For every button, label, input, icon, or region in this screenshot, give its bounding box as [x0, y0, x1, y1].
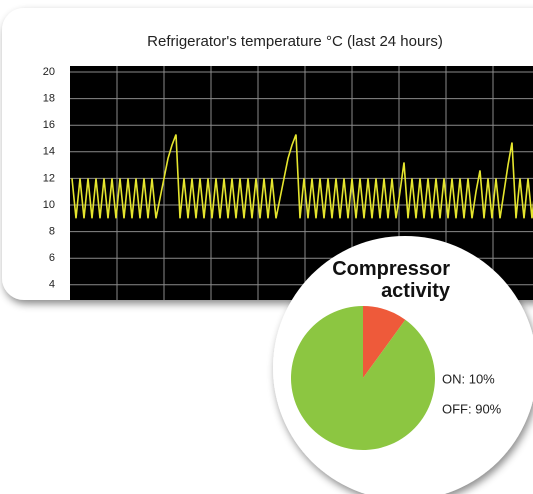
temperature-line [71, 134, 533, 219]
y-tick-label: 6 [49, 252, 55, 264]
pie-label: OFF: 90% [442, 401, 502, 416]
pie-slice [291, 306, 435, 450]
y-tick-label: 20 [43, 66, 55, 78]
y-tick-label: 16 [43, 119, 55, 131]
y-tick-label: 14 [43, 146, 55, 158]
y-tick-label: 18 [43, 93, 55, 105]
pie-title-box: Compressor activity [332, 258, 450, 302]
chart-title: Refrigerator's temperature °C (last 24 h… [147, 33, 443, 50]
y-tick-label: 8 [49, 226, 55, 238]
pie-label: ON: 10% [442, 371, 495, 386]
y-tick-label: 10 [43, 199, 55, 211]
pie-title: Compressor activity [332, 258, 450, 302]
pie-chart: Compressor activity ON: 10% OFF: 90% [291, 258, 502, 450]
y-tick-label: 4 [49, 279, 55, 291]
pie-slice [363, 306, 406, 378]
y-tick-label: 12 [43, 172, 55, 184]
